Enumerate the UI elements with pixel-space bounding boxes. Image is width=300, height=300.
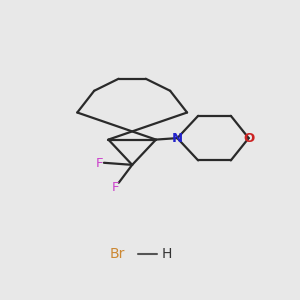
Text: F: F	[112, 181, 120, 194]
Text: H: H	[161, 247, 172, 261]
Text: N: N	[172, 132, 183, 145]
Text: O: O	[243, 132, 254, 145]
Text: F: F	[96, 157, 103, 170]
Text: Br: Br	[110, 247, 125, 261]
